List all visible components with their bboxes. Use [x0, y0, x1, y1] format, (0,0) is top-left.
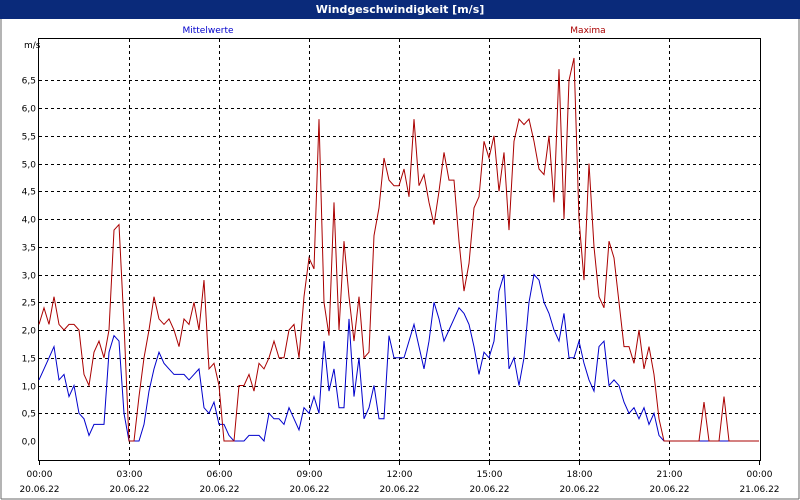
y-tick-label: 2,0	[22, 327, 37, 337]
x-tick-date: 20.06.22	[19, 485, 59, 495]
x-tick-date: 21.06.22	[739, 485, 779, 495]
x-tick-date: 20.06.22	[559, 485, 599, 495]
y-tick-label: 5,0	[22, 161, 37, 171]
x-tick-date: 20.06.22	[199, 485, 239, 495]
y-tick-label: 4,0	[22, 216, 37, 226]
x-tick-time: 15:00	[477, 470, 503, 480]
y-tick-label: 0,5	[22, 410, 36, 420]
y-tick-label: 6,5	[22, 77, 36, 87]
y-tick-label: 2,5	[22, 299, 36, 309]
y-axis-unit-label: m/s	[24, 41, 41, 51]
legend-mittelwerte: Mittelwerte	[182, 26, 233, 36]
y-tick-label: 1,5	[22, 355, 36, 365]
y-tick-label: 3,5	[22, 244, 36, 254]
x-tick-time: 03:00	[117, 470, 143, 480]
y-tick-label: 3,0	[22, 272, 37, 282]
y-tick-label: 5,5	[22, 133, 36, 143]
x-tick-date: 20.06.22	[379, 485, 419, 495]
x-tick-date: 20.06.22	[289, 485, 329, 495]
x-tick-time: 00:00	[27, 470, 53, 480]
grid-lines	[39, 39, 760, 465]
x-tick-date: 20.06.22	[109, 485, 149, 495]
y-axis-labels: 0,0 0,5 1,0 1,5 2,0 2,5 3,0 3,5 4,0 4,5 5,0 5,5 6,0 6…	[22, 77, 37, 448]
y-tick-label: 0,0	[22, 438, 37, 448]
x-tick-time: 00:00	[747, 470, 773, 480]
window-title: Windgeschwindigkeit [m/s]	[0, 0, 800, 19]
x-tick-time: 21:00	[657, 470, 683, 480]
wind-speed-chart: 0,0 0,5 1,0 1,5 2,0 2,5 3,0 3,5 4,0 4,5 5,0 5,5 6,0 6…	[0, 19, 800, 500]
x-tick-time: 06:00	[207, 470, 233, 480]
x-tick-time: 09:00	[297, 470, 323, 480]
legend-maxima: Maxima	[570, 26, 605, 36]
y-tick-label: 4,5	[22, 188, 36, 198]
y-tick-label: 1,0	[22, 383, 37, 393]
data-series	[38, 57, 759, 443]
x-tick-time: 18:00	[567, 470, 593, 480]
series-line-mittelwerte	[38, 273, 759, 443]
x-tick-date: 20.06.22	[649, 485, 689, 495]
y-tick-label: 6,0	[22, 105, 37, 115]
x-tick-time: 12:00	[387, 470, 413, 480]
x-axis-labels: 00:00 20.06.22 03:00 20.06.22 06:00 20.06.22 0…	[19, 470, 779, 495]
x-tick-date: 20.06.22	[469, 485, 509, 495]
series-line-maxima	[38, 57, 759, 442]
